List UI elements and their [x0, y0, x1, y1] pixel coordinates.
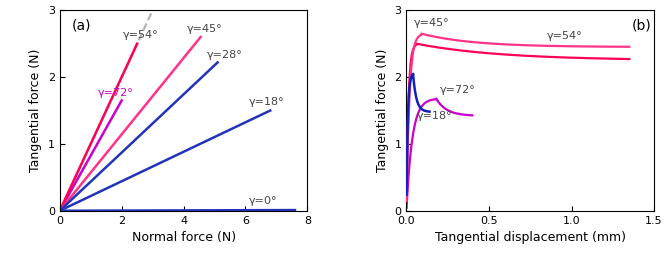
Text: γ=54°: γ=54° — [546, 31, 582, 41]
X-axis label: Normal force (N): Normal force (N) — [131, 231, 236, 244]
X-axis label: Tangential displacement (mm): Tangential displacement (mm) — [435, 231, 625, 244]
Text: γ=54°: γ=54° — [124, 30, 159, 40]
Text: (b): (b) — [631, 18, 651, 32]
Text: γ=18°: γ=18° — [248, 96, 284, 106]
Text: γ=0°: γ=0° — [248, 196, 277, 206]
Text: γ=28°: γ=28° — [207, 50, 242, 60]
Text: γ=72°: γ=72° — [440, 85, 475, 95]
Text: γ=18°: γ=18° — [417, 111, 453, 121]
Y-axis label: Tangential force (N): Tangential force (N) — [376, 49, 389, 172]
Text: γ=45°: γ=45° — [414, 18, 450, 28]
Y-axis label: Tangential force (N): Tangential force (N) — [29, 49, 42, 172]
Text: γ=72°: γ=72° — [98, 88, 133, 98]
Text: γ=45°: γ=45° — [187, 24, 223, 34]
Text: (a): (a) — [72, 18, 92, 32]
